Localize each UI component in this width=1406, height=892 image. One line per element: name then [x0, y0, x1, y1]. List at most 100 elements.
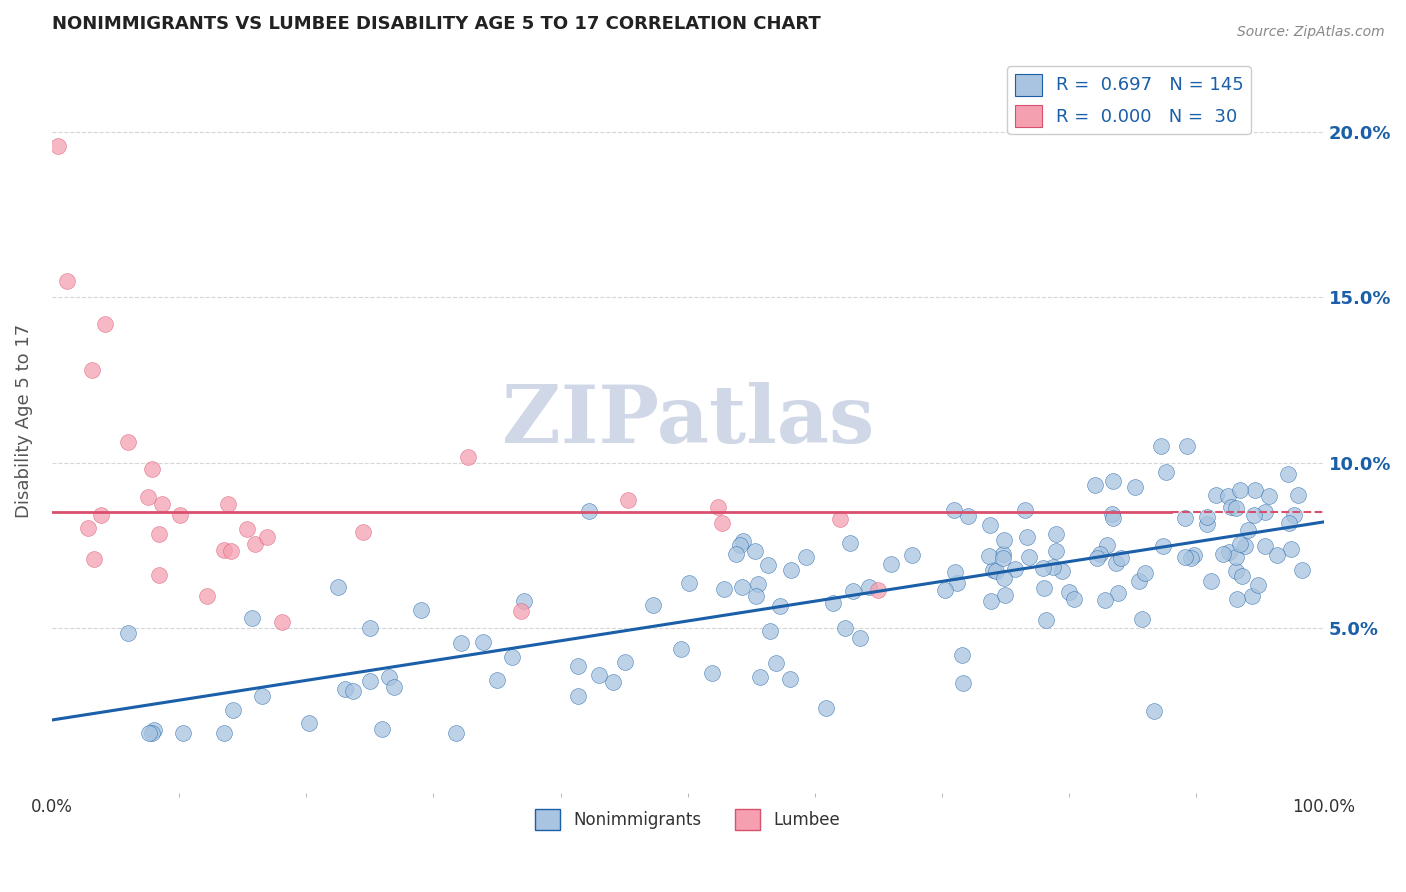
Point	[236, 522, 259, 536]
Point	[747, 577, 769, 591]
Point	[1226, 591, 1249, 606]
Point	[1180, 550, 1202, 565]
Point	[994, 588, 1017, 602]
Point	[136, 491, 159, 505]
Point	[713, 582, 735, 596]
Text: NONIMMIGRANTS VS LUMBEE DISABILITY AGE 5 TO 17 CORRELATION CHART: NONIMMIGRANTS VS LUMBEE DISABILITY AGE 5…	[52, 15, 821, 33]
Point	[384, 680, 406, 694]
Text: Source: ZipAtlas.com: Source: ZipAtlas.com	[1237, 25, 1385, 39]
Text: ZIPatlas: ZIPatlas	[502, 383, 873, 460]
Point	[148, 568, 170, 582]
Point	[1097, 538, 1119, 552]
Point	[1102, 510, 1125, 524]
Point	[711, 516, 734, 531]
Point	[991, 550, 1014, 565]
Point	[1123, 480, 1146, 494]
Point	[730, 538, 752, 552]
Point	[342, 683, 364, 698]
Point	[1174, 549, 1197, 564]
Point	[221, 703, 243, 717]
Point	[212, 543, 235, 558]
Point	[46, 138, 69, 153]
Point	[1225, 550, 1247, 565]
Point	[1084, 478, 1107, 492]
Point	[993, 571, 1015, 585]
Point	[759, 624, 782, 638]
Point	[842, 583, 865, 598]
Point	[150, 497, 173, 511]
Point	[359, 621, 381, 635]
Point	[588, 668, 610, 682]
Y-axis label: Disability Age 5 to 17: Disability Age 5 to 17	[15, 324, 32, 518]
Point	[956, 508, 979, 523]
Point	[1258, 490, 1281, 504]
Point	[1229, 536, 1251, 550]
Point	[1241, 589, 1264, 603]
Point	[148, 527, 170, 541]
Point	[195, 590, 218, 604]
Point	[707, 500, 730, 514]
Point	[779, 563, 801, 577]
Point	[834, 621, 856, 635]
Point	[1175, 439, 1198, 453]
Point	[1094, 592, 1116, 607]
Point	[1243, 508, 1265, 522]
Point	[298, 716, 321, 731]
Point	[980, 593, 1002, 607]
Point	[700, 665, 723, 680]
Point	[1233, 540, 1256, 554]
Point	[370, 722, 392, 736]
Point	[981, 562, 1004, 576]
Point	[1063, 591, 1085, 606]
Point	[616, 493, 638, 508]
Point	[1033, 582, 1056, 596]
Point	[1291, 563, 1313, 577]
Point	[578, 504, 600, 518]
Point	[943, 565, 966, 579]
Point	[450, 635, 472, 649]
Point	[169, 508, 191, 522]
Point	[359, 674, 381, 689]
Point	[671, 642, 693, 657]
Point	[991, 547, 1014, 561]
Point	[1130, 612, 1153, 626]
Point	[256, 530, 278, 544]
Point	[1218, 544, 1240, 558]
Point	[1109, 551, 1132, 566]
Point	[221, 543, 243, 558]
Point	[979, 549, 1001, 563]
Point	[1195, 516, 1218, 531]
Point	[1154, 465, 1177, 479]
Point	[90, 508, 112, 523]
Point	[1015, 530, 1038, 544]
Point	[1088, 547, 1111, 561]
Point	[725, 547, 748, 561]
Point	[1133, 566, 1156, 580]
Point	[94, 317, 117, 331]
Point	[1057, 585, 1080, 599]
Point	[378, 670, 401, 684]
Point	[643, 598, 665, 612]
Point	[212, 726, 235, 740]
Point	[748, 670, 770, 684]
Point	[1107, 585, 1129, 599]
Point	[1279, 541, 1302, 556]
Point	[567, 690, 589, 704]
Point	[979, 518, 1001, 533]
Point	[765, 656, 787, 670]
Point	[1277, 467, 1299, 481]
Point	[993, 533, 1015, 548]
Point	[1230, 569, 1253, 583]
Point	[986, 564, 1008, 578]
Point	[731, 580, 754, 594]
Point	[950, 648, 973, 663]
Point	[744, 544, 766, 558]
Legend: Nonimmigrants, Lumbee: Nonimmigrants, Lumbee	[529, 803, 846, 837]
Point	[794, 550, 817, 565]
Point	[56, 274, 79, 288]
Point	[486, 673, 509, 687]
Point	[141, 726, 163, 740]
Point	[952, 676, 974, 690]
Point	[943, 503, 966, 517]
Point	[1050, 564, 1073, 578]
